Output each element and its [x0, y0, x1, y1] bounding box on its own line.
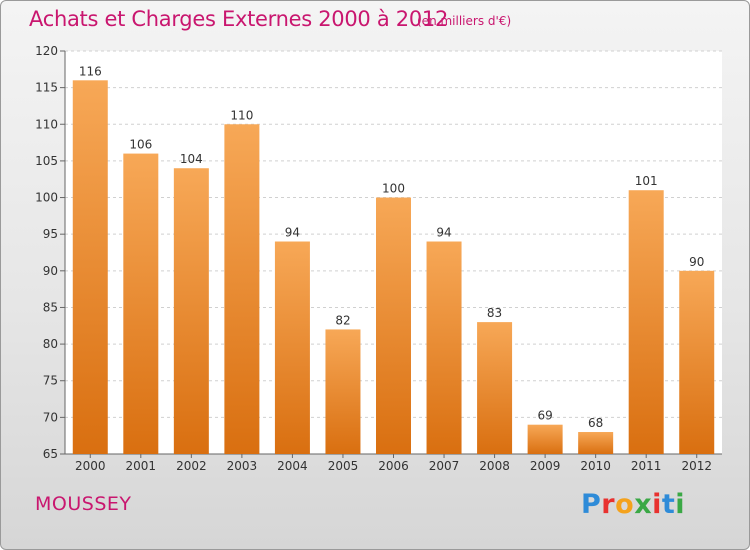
x-tick-label: 2004: [277, 459, 308, 473]
logo-letter: r: [601, 489, 616, 520]
bar: [477, 322, 513, 454]
bar: [527, 424, 563, 454]
x-tick-label: 2009: [530, 459, 561, 473]
logo-letter: t: [661, 489, 676, 520]
y-tick-label: 105: [35, 154, 58, 168]
bar: [628, 190, 664, 454]
bar: [679, 270, 715, 454]
y-tick-label: 95: [43, 227, 58, 241]
bar-value-label: 106: [129, 138, 152, 152]
bar: [173, 168, 209, 454]
bar-value-label: 83: [487, 306, 502, 320]
x-tick-label: 2008: [479, 459, 510, 473]
y-tick-label: 110: [35, 117, 58, 131]
y-tick-label: 90: [43, 264, 58, 278]
bar: [224, 124, 260, 454]
bar-value-label: 116: [79, 64, 102, 78]
bar-value-label: 110: [230, 108, 253, 122]
proxiti-logo: Proxiti: [581, 489, 685, 525]
bar: [578, 432, 614, 454]
y-tick-label: 85: [43, 300, 58, 314]
bar-value-label: 69: [537, 409, 552, 423]
bar-value-label: 94: [285, 226, 300, 240]
y-tick-label: 115: [35, 81, 58, 95]
bar: [274, 241, 310, 454]
y-tick-label: 70: [43, 410, 58, 424]
bar: [376, 197, 411, 454]
bar-value-label: 101: [635, 174, 658, 188]
x-tick-label: 2005: [328, 459, 359, 473]
logo-letter: i: [652, 489, 662, 520]
x-tick-label: 2002: [176, 459, 207, 473]
x-tick-label: 2006: [378, 459, 409, 473]
bar-value-label: 82: [335, 313, 350, 327]
chart-title: Achats et Charges Externes 2000 à 2012: [29, 7, 449, 31]
logo-letter: x: [634, 489, 653, 520]
x-tick-label: 2010: [580, 459, 611, 473]
logo-letter: i: [675, 489, 686, 520]
bar: [325, 329, 361, 454]
y-tick-label: 75: [43, 374, 58, 388]
bar-value-label: 90: [689, 255, 704, 269]
x-tick-label: 2001: [126, 459, 157, 473]
town-name: MOUSSEY: [35, 493, 132, 515]
x-tick-label: 2007: [429, 459, 460, 473]
bar: [72, 80, 108, 455]
x-tick-label: 2012: [681, 459, 712, 473]
y-tick-label: 80: [43, 337, 58, 351]
logo-letter: o: [615, 489, 635, 520]
logo-letter: P: [581, 489, 602, 520]
y-tick-label: 65: [43, 447, 58, 461]
x-tick-label: 2000: [75, 459, 106, 473]
bar: [426, 241, 462, 454]
bar-value-label: 68: [588, 416, 603, 430]
x-tick-label: 2011: [631, 459, 662, 473]
bar-value-label: 94: [436, 226, 451, 240]
y-tick-label: 120: [35, 44, 58, 58]
y-tick-label: 100: [35, 191, 58, 205]
bar-value-label: 100: [382, 182, 405, 196]
bar-value-label: 104: [180, 152, 203, 166]
chart-subtitle: (en milliers d'€): [417, 14, 512, 28]
bar: [123, 153, 159, 454]
x-tick-label: 2003: [227, 459, 258, 473]
